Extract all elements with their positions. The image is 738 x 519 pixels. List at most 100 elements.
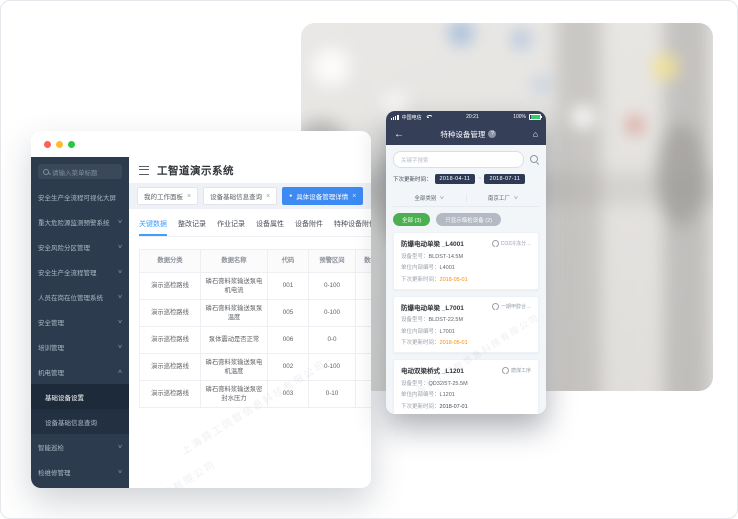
watermark-text: 上海异工同智信息科技有限公司 [129, 456, 218, 488]
date-from-button[interactable]: 2018-04-11 [434, 174, 476, 184]
tab-equipment-info-query[interactable]: 设备基础信息查询 × [203, 187, 278, 205]
keyword-search-placeholder: 关键字搜索 [401, 157, 429, 164]
location-pin-icon [501, 366, 511, 374]
close-icon[interactable]: × [187, 192, 192, 200]
equipment-location: 磨煤工序 [501, 366, 531, 374]
equipment-card[interactable]: 防爆电动单梁 _L4001 CO2冷冻分… 设备型号：BLDST-14.5M 单… [393, 232, 539, 290]
equipment-location: CO2冷冻分… [491, 239, 531, 247]
sidebar-menu-search-input[interactable]: 请输入菜单标题 [38, 164, 122, 179]
subtab-equipment-attachments[interactable]: 设备附件 [295, 221, 323, 228]
table-row[interactable]: 演示巡检路线 磷石膏料浆输送泵泵温度 005 0-100 0-65 [139, 299, 371, 327]
location-pin-icon [491, 239, 501, 247]
equipment-title: 防爆电动单梁 _L4001 [401, 241, 464, 248]
help-icon[interactable]: ? [488, 130, 497, 138]
filter-due-inspection-button[interactable]: 只显示临检设备 (2) [436, 213, 502, 226]
sidebar-item-personnel-onduty[interactable]: 人员在岗在位管理系统 ∨ [38, 293, 123, 302]
main-header: 工智道演示系统 [129, 157, 371, 183]
next-update-filter: 下次更新时间： 2018-04-11 ~ 2018-07-11 [393, 174, 539, 184]
equipment-title: 电动双梁桥式 _L1201 [401, 368, 464, 375]
sidebar-item-visualization-screen[interactable]: 安全生产全流程可视化大屏 [38, 194, 116, 202]
tab-bar: 我的工作面板 × 设备基础信息查询 × ● 具体设备管理详情 × [129, 183, 371, 209]
chevron-down-icon: ∨ [117, 268, 123, 275]
next-update-date: 2018-07-01 [439, 403, 468, 410]
internal-code: L4001 [439, 265, 455, 271]
equipment-model: QD32/5T-25.5M [428, 380, 468, 387]
main-content: 工智道演示系统 我的工作面板 × 设备基础信息查询 × ● 具体设备管理详情 × [129, 157, 371, 488]
chevron-down-icon: ∨ [117, 293, 123, 300]
phone-nav-bar: ← 特种设备管理 ? ⌂ [386, 123, 546, 145]
maximize-window-icon[interactable] [68, 140, 75, 148]
clock-label: 20:21 [466, 114, 479, 120]
date-range-tilde: ~ [478, 176, 482, 182]
equipment-card[interactable]: 电动双梁桥式 _L1201 磨煤工序 设备型号：QD32/5T-25.5M 单位… [393, 359, 539, 414]
category-select[interactable]: 全部类别 ∨ [393, 193, 467, 202]
equipment-model: BLDST-22.5M [428, 317, 464, 323]
table-row[interactable]: 演示巡检路线 磷石膏料浆输送泵电机温度 002 0-100 0-85 [139, 353, 371, 381]
close-icon[interactable]: × [352, 192, 357, 200]
equipment-model: BLDST-14.5M [428, 253, 464, 260]
detail-subtabs: 关键数据 整改记录 作业记录 设备属性 设备附件 特种设备附件 [139, 219, 371, 237]
search-icon [43, 168, 49, 175]
phone-page-title: 特种设备管理 ? [404, 129, 533, 140]
location-pin-icon [491, 303, 501, 310]
chevron-down-icon: ∨ [117, 318, 123, 325]
battery-percent-label: 100% [513, 114, 526, 120]
chevron-down-icon: ∨ [117, 243, 123, 250]
table-row[interactable]: 演示巡检路线 磷石膏料浆输送泵密封水压力 003 0-10 1.5-3.5 [139, 380, 371, 408]
sidebar-item-training-mgmt[interactable]: 培训管理 ∨ [38, 343, 123, 352]
sidebar-item-safety-mgmt[interactable]: 安全管理 ∨ [38, 318, 123, 327]
detail-content: 关键数据 整改记录 作业记录 设备属性 设备附件 特种设备附件 数据分类 数据名… [129, 209, 371, 488]
chevron-down-icon: ∨ [439, 194, 446, 201]
back-arrow-icon[interactable]: ← [394, 128, 404, 140]
hamburger-menu-icon[interactable] [139, 165, 149, 175]
sidebar-item-equipment-info-query[interactable]: 设备基础信息查询 [45, 419, 97, 427]
keyword-search-input[interactable]: 关键字搜索 [393, 151, 524, 168]
minimize-window-icon[interactable] [56, 140, 63, 148]
table-row[interactable]: 演示巡检路线 磷石膏料浆输送泵电机电流 001 0-100 22-58 [139, 272, 371, 300]
sidebar-item-maintenance-mgmt[interactable]: 检维修管理 ∨ [38, 468, 123, 477]
tab-equipment-detail-active[interactable]: ● 具体设备管理详情 × [282, 187, 364, 205]
subtab-key-data[interactable]: 关键数据 [139, 219, 167, 236]
date-to-button[interactable]: 2018-07-11 [484, 174, 526, 184]
equipment-card[interactable]: 防爆电动单梁 _L7001 一期甲醇合… 设备型号：BLDST-22.5M 单位… [393, 295, 539, 353]
subtab-special-equipment-attachments[interactable]: 特种设备附件 [334, 221, 371, 228]
subtab-equipment-attributes[interactable]: 设备属性 [256, 221, 284, 228]
sidebar: 请输入菜单标题 安全生产全流程可视化大屏 重大危险源监测预警系统 ∨ 安全风险分… [31, 157, 129, 488]
key-data-table: 数据分类 数据名称 代码 预警区间 数据控制区间 演示巡检路线 磷石膏料浆输送泵… [139, 249, 371, 408]
home-icon[interactable]: ⌂ [532, 129, 538, 139]
quick-filter-pills: 全部 (3) 只显示临检设备 (2) [393, 213, 539, 226]
factory-select[interactable]: 南京工厂 ∨ [487, 194, 519, 202]
sidebar-item-mechatronics-mgmt[interactable]: 机电管理 ∧ [38, 368, 123, 377]
chevron-up-icon: ∧ [117, 368, 123, 375]
tab-my-workbench[interactable]: 我的工作面板 × [137, 187, 199, 205]
table-row[interactable]: 演示巡检路线 泵体震动是否正常 006 0-0 0-0 [139, 326, 371, 354]
chevron-down-icon: ∨ [117, 343, 123, 350]
search-icon[interactable] [530, 155, 539, 164]
filter-all-button[interactable]: 全部 (3) [393, 213, 431, 226]
sidebar-submenu-mechatronics: 基础设备设置 设备基础信息查询 [31, 384, 129, 434]
next-update-date: 2018-05-01 [439, 276, 468, 283]
next-update-label: 下次更新时间： [393, 177, 432, 183]
mobile-app-screen: 中国电信 20:21 100% ← 特种设备管理 ? ⌂ 关键字搜索 下次更新时… [386, 111, 546, 414]
sidebar-item-basic-equipment-setup[interactable]: 基础设备设置 [31, 384, 129, 409]
wifi-icon [425, 115, 432, 120]
subtab-work-records[interactable]: 作业记录 [217, 221, 245, 228]
close-window-icon[interactable] [44, 140, 51, 148]
sidebar-item-production-process[interactable]: 安全生产全流程管理 ∨ [38, 268, 123, 277]
sidebar-item-risk-zone[interactable]: 安全风险分区管理 ∨ [38, 243, 123, 252]
carrier-label: 中国电信 [401, 114, 422, 121]
internal-code: L1201 [439, 392, 455, 398]
phone-status-bar: 中国电信 20:21 100% [386, 111, 546, 123]
desktop-app-window: 请输入菜单标题 安全生产全流程可视化大屏 重大危险源监测预警系统 ∨ 安全风险分… [31, 131, 371, 488]
close-icon[interactable]: × [266, 192, 271, 200]
subtab-rectification-records[interactable]: 整改记录 [178, 221, 206, 228]
sidebar-item-hazard-monitoring[interactable]: 重大危险源监测预警系统 ∨ [38, 218, 123, 227]
phone-search-row: 关键字搜索 [393, 151, 539, 168]
chevron-down-icon: ∨ [117, 443, 123, 450]
sidebar-item-smart-inspection[interactable]: 智能巡检 ∨ [38, 443, 123, 452]
chevron-down-icon: ∨ [117, 218, 123, 225]
window-titlebar [31, 131, 371, 157]
equipment-title: 防爆电动单梁 _L7001 [401, 304, 464, 312]
filter-selects: 全部类别 ∨ 南京工厂 ∨ [393, 189, 539, 207]
